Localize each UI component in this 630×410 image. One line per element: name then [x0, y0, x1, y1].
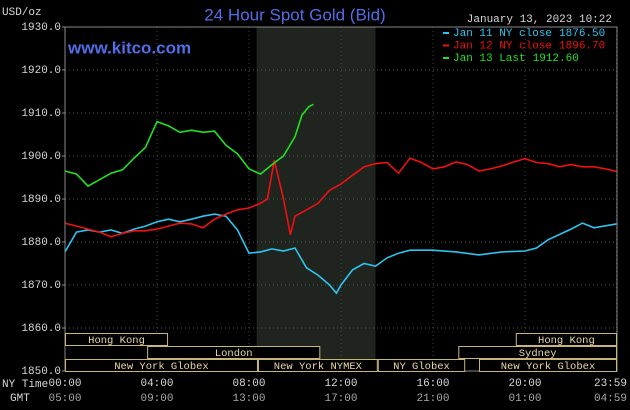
- session-label: London: [215, 348, 253, 360]
- legend-entry: Jan 11 NY close 1876.50: [453, 28, 605, 40]
- timestamp: January 13, 2023 10:22: [467, 14, 612, 26]
- legend-name: Jan 13 Last: [453, 53, 526, 65]
- y-tick-label: 1880.0: [21, 237, 61, 249]
- gmt-tick-label: 01:00: [508, 393, 541, 405]
- x-row-label: NY Time: [2, 379, 48, 391]
- x-tick-label: 00:00: [48, 378, 81, 390]
- y-tick-label: 1850.0: [21, 366, 61, 378]
- price-line: [64, 213, 617, 295]
- legend-name: Jan 11 NY close: [453, 28, 552, 40]
- x-tick-label: 16:00: [416, 378, 449, 390]
- x-tick-label: 20:00: [508, 378, 541, 390]
- y-tick-label: 1900.0: [21, 151, 61, 163]
- session-bar: [147, 346, 321, 359]
- x-tick-label: 04:00: [140, 378, 173, 390]
- gmt-tick-label: 04:59: [594, 393, 627, 405]
- legend-value: 1896.70: [559, 40, 605, 52]
- session-label: New York Globex: [114, 361, 209, 373]
- session-label: Sydney: [519, 348, 557, 360]
- gmt-tick-label: 17:00: [324, 393, 357, 405]
- legend-name: Jan 12 NY close: [453, 40, 552, 52]
- session-label: NY Globex: [393, 361, 450, 373]
- y-tick-label: 1860.0: [21, 323, 61, 335]
- price-line: [64, 103, 314, 188]
- gmt-tick-label: 09:00: [140, 393, 173, 405]
- session-label: Hong Kong: [88, 335, 145, 347]
- session-label: New York NYMEX: [274, 361, 363, 373]
- session-label: Hong Kong: [538, 335, 595, 347]
- session-bar: [479, 359, 617, 372]
- session-bar: [458, 346, 617, 359]
- gmt-tick-label: 21:00: [416, 393, 449, 405]
- chart-title: 24 Hour Spot Gold (Bid): [204, 5, 385, 24]
- y-tick-label: 1910.0: [21, 108, 61, 120]
- session-bar: [377, 359, 466, 372]
- session-bar: [65, 333, 169, 346]
- y-tick-label: 1870.0: [21, 280, 61, 292]
- legend-value: 1876.50: [559, 28, 605, 40]
- shaded-region: [256, 27, 376, 371]
- legend-value: 1912.60: [533, 53, 579, 65]
- x-tick-label: 23:59: [594, 378, 627, 390]
- y-tick-label: 1930.0: [21, 22, 61, 34]
- x-tick-label: 08:00: [232, 378, 265, 390]
- y-tick-label: 1890.0: [21, 194, 61, 206]
- watermark: www.kitco.com: [67, 38, 191, 57]
- session-bar: [257, 359, 378, 372]
- legend-entry: Jan 13 Last 1912.60: [453, 53, 579, 65]
- price-line: [64, 157, 617, 238]
- y-axis-label: USD/oz: [2, 7, 42, 19]
- session-bar: [65, 359, 258, 372]
- x-tick-label: 12:00: [324, 378, 357, 390]
- gmt-tick-label: 05:00: [48, 393, 81, 405]
- y-tick-label: 1920.0: [21, 65, 61, 77]
- legend-entry: Jan 12 NY close 1896.70: [453, 40, 605, 52]
- session-bar: [515, 333, 617, 346]
- gmt-tick-label: 13:00: [232, 393, 265, 405]
- x-row-label: GMT: [10, 393, 30, 405]
- session-label: New York Globex: [501, 361, 596, 373]
